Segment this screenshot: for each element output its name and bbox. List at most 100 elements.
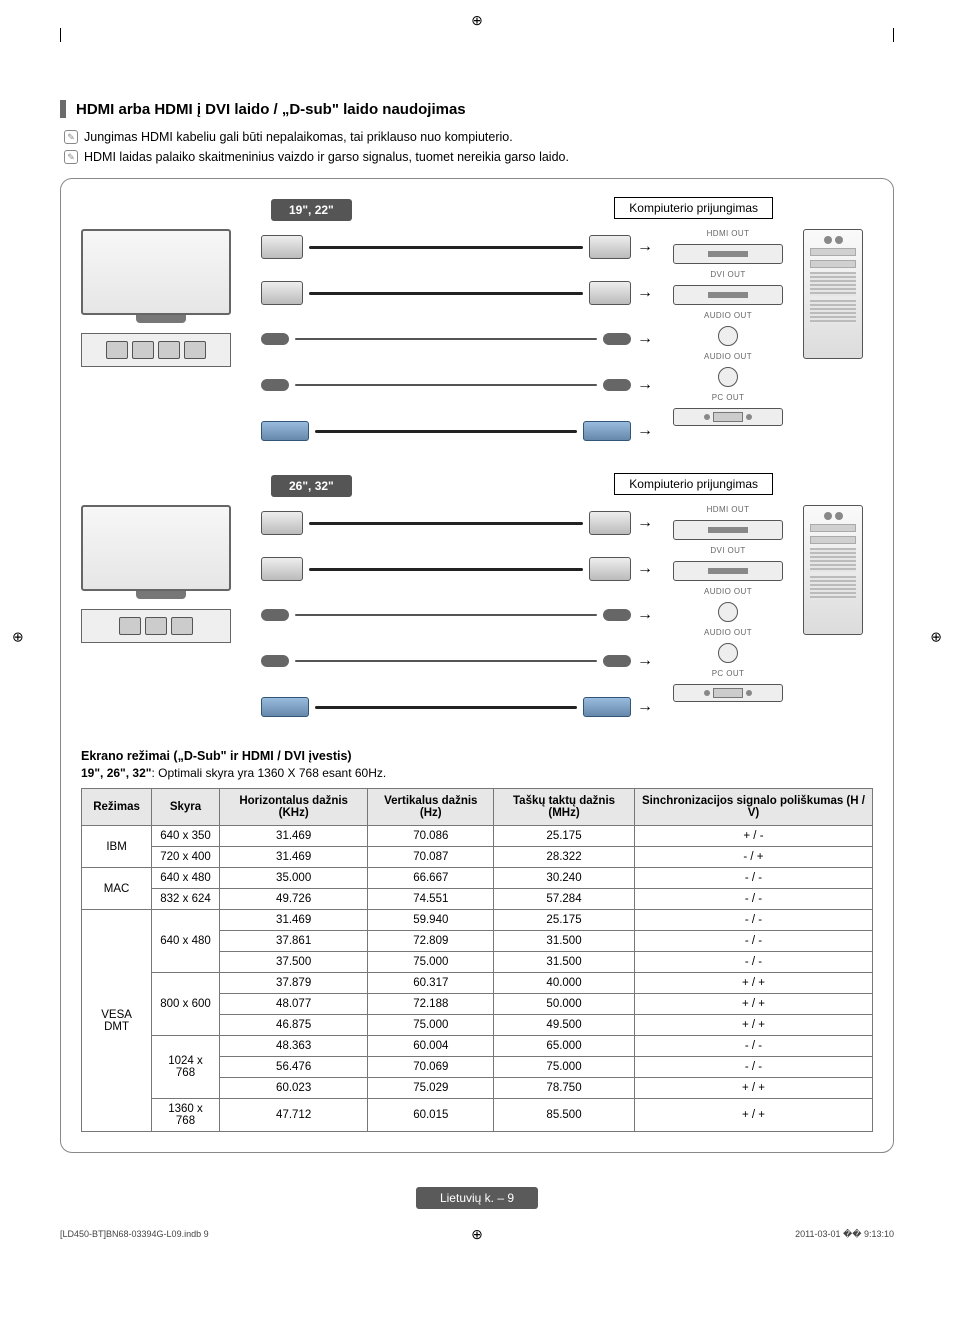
data-cell: 74.551 [368,889,494,910]
data-cell: 57.284 [494,889,635,910]
conn-title-2: Kompiuterio prijungimas [614,473,773,495]
data-cell: 35.000 [219,868,368,889]
pc-ports: HDMI OUT DVI OUT AUDIO OUT AUDIO OUT PC … [673,229,783,449]
data-cell: 59.940 [368,910,494,931]
data-cell: 78.750 [494,1078,635,1099]
data-cell: 49.500 [494,1015,635,1036]
data-cell: 37.861 [219,931,368,952]
print-timestamp: 2011-03-01 �� 9:13:10 [795,1229,894,1240]
data-cell: 31.469 [219,847,368,868]
connection-diagram: 19", 22" Kompiuterio prijungimas → → → →… [60,178,894,1153]
crop-mark-top: ⊕ [471,12,483,29]
data-cell: 75.000 [494,1057,635,1078]
data-cell: + / + [634,1099,872,1132]
port-audio-label: AUDIO OUT [673,311,783,320]
note-2: ✎ HDMI laidas palaiko skaitmeninius vaiz… [64,150,894,164]
port-dvi-label: DVI OUT [673,270,783,279]
data-cell: 70.087 [368,847,494,868]
print-file: [LD450-BT]BN68-03394G-L09.indb 9 [60,1229,209,1240]
data-cell: + / - [634,826,872,847]
data-cell: 85.500 [494,1099,635,1132]
tv-back-ports [81,333,231,367]
data-cell: 30.240 [494,868,635,889]
data-cell: 72.188 [368,994,494,1015]
data-cell: 72.809 [368,931,494,952]
modes-subtitle: 19", 26", 32": Optimali skyra yra 1360 X… [81,766,873,780]
crop-mark-left: ⊕ [12,628,24,645]
resolution-cell: 720 x 400 [152,847,220,868]
data-cell: 28.322 [494,847,635,868]
data-cell: 65.000 [494,1036,635,1057]
data-cell: 31.500 [494,952,635,973]
modes-caption: Ekrano režimai („D-Sub" ir HDMI / DVI įv… [81,749,873,763]
resolution-cell: 800 x 600 [152,973,220,1036]
th-pclk: Taškų taktų dažnis (MHz) [494,789,635,826]
data-cell: 50.000 [494,994,635,1015]
data-cell: 49.726 [219,889,368,910]
table-row: 800 x 60037.87960.31740.000+ / + [82,973,873,994]
data-cell: - / - [634,889,872,910]
diagram-group-19-22: 19", 22" Kompiuterio prijungimas → → → →… [81,197,873,449]
mode-name-cell: IBM [82,826,152,868]
data-cell: 48.363 [219,1036,368,1057]
data-cell: 31.469 [219,826,368,847]
note-icon: ✎ [64,150,78,164]
mode-name-cell: VESA DMT [82,910,152,1132]
size-label-1: 19", 22" [271,199,352,221]
page-footer: Lietuvių k. – 9 [60,1189,894,1207]
data-cell: 46.875 [219,1015,368,1036]
note-2-text: HDMI laidas palaiko skaitmeninius vaizdo… [84,150,569,164]
mode-name-cell: MAC [82,868,152,910]
pc-illustration-2 [803,505,873,725]
port-audio-label-2: AUDIO OUT [673,352,783,361]
tv-illustration [81,229,241,449]
table-row: 832 x 62449.72674.55157.284- / - [82,889,873,910]
data-cell: 48.077 [219,994,368,1015]
data-cell: + / + [634,973,872,994]
data-cell: 70.086 [368,826,494,847]
table-row: 1360 x 76847.71260.01585.500+ / + [82,1099,873,1132]
resolution-cell: 832 x 624 [152,889,220,910]
data-cell: 60.023 [219,1078,368,1099]
th-sync: Sinchronizacijos signalo poliškumas (H /… [634,789,872,826]
data-cell: 25.175 [494,910,635,931]
note-1: ✎ Jungimas HDMI kabeliu gali būti nepala… [64,130,894,144]
data-cell: - / - [634,931,872,952]
data-cell: 66.667 [368,868,494,889]
section-header: HDMI arba HDMI į DVI laido / „D-sub" lai… [60,100,894,118]
table-row: VESA DMT640 x 48031.46959.94025.175- / - [82,910,873,931]
conn-title-1: Kompiuterio prijungimas [614,197,773,219]
table-row: MAC640 x 48035.00066.66730.240- / - [82,868,873,889]
th-mode: Režimas [82,789,152,826]
resolution-cell: 640 x 480 [152,868,220,889]
data-cell: - / - [634,868,872,889]
port-pc-label: PC OUT [673,393,783,402]
data-cell: + / + [634,1015,872,1036]
display-modes-table: Režimas Skyra Horizontalus dažnis (KHz) … [81,788,873,1132]
th-res: Skyra [152,789,220,826]
table-row: 720 x 40031.46970.08728.322- / + [82,847,873,868]
section-title: HDMI arba HDMI į DVI laido / „D-sub" lai… [76,101,466,118]
data-cell: 60.317 [368,973,494,994]
data-cell: 31.500 [494,931,635,952]
data-cell: 37.879 [219,973,368,994]
resolution-cell: 1360 x 768 [152,1099,220,1132]
data-cell: 40.000 [494,973,635,994]
data-cell: 56.476 [219,1057,368,1078]
data-cell: 31.469 [219,910,368,931]
port-hdmi-label: HDMI OUT [673,229,783,238]
data-cell: - / - [634,1057,872,1078]
table-row: 1024 x 76848.36360.00465.000- / - [82,1036,873,1057]
tv-illustration-2 [81,505,241,725]
data-cell: 47.712 [219,1099,368,1132]
resolution-cell: 640 x 350 [152,826,220,847]
data-cell: - / - [634,952,872,973]
table-row: IBM640 x 35031.46970.08625.175+ / - [82,826,873,847]
data-cell: 60.015 [368,1099,494,1132]
note-icon: ✎ [64,130,78,144]
tv-back-ports-2 [81,609,231,643]
pc-illustration [803,229,873,449]
data-cell: 75.029 [368,1078,494,1099]
data-cell: 25.175 [494,826,635,847]
note-1-text: Jungimas HDMI kabeliu gali būti nepalaik… [84,130,513,144]
